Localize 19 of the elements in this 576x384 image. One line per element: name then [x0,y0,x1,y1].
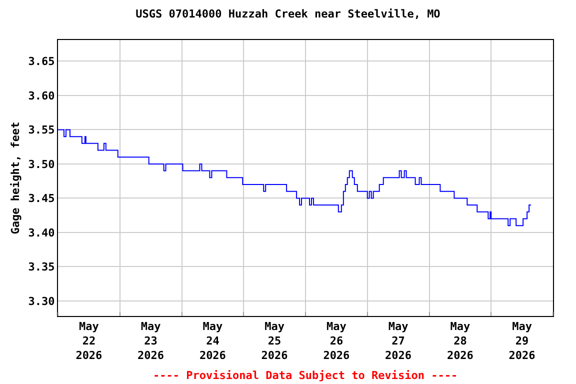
x-tick-label: May 27 2026 [385,320,412,362]
y-axis-title: Gage height, feet [8,122,22,234]
x-tick-label: May 29 2026 [508,320,536,362]
x-tick-label: May 22 2026 [76,320,103,362]
x-tick-label: May 23 2026 [138,320,164,362]
y-tick-label: 3.60 [28,89,55,102]
chart-title: USGS 07014000 Huzzah Creek near Steelville, MO [136,7,441,20]
y-tick-label: 3.55 [28,124,55,137]
y-tick-label: 3.45 [28,192,55,206]
y-tick-label: 3.50 [28,158,55,171]
x-tick-label: May 24 2026 [199,320,226,362]
x-tick-label: May 28 2026 [446,320,474,362]
text: ---- Provisional Data Subject to Revision ---- [153,369,458,382]
y-tick-label: 3.40 [28,226,55,240]
x-tick-label: May 26 2026 [323,320,350,362]
y-tick-label: 3.35 [28,260,55,274]
y-tick-label: 3.65 [28,55,55,68]
y-tick-label: 3.30 [28,294,55,308]
x-tick-label: May 25 2026 [261,320,288,362]
